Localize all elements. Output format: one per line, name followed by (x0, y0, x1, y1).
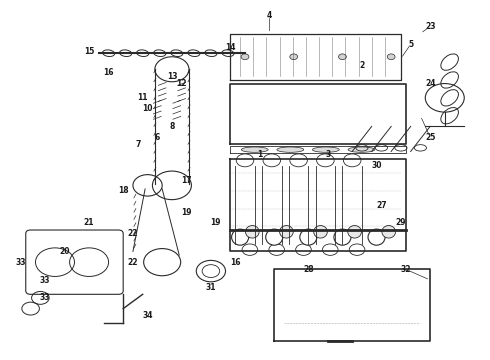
Text: 27: 27 (376, 201, 387, 210)
Text: 33: 33 (16, 258, 26, 267)
Text: 4: 4 (267, 11, 272, 20)
FancyBboxPatch shape (26, 230, 123, 294)
Circle shape (241, 54, 249, 60)
Text: 17: 17 (181, 176, 192, 185)
Ellipse shape (280, 226, 293, 238)
Ellipse shape (120, 50, 132, 57)
Ellipse shape (368, 229, 385, 245)
Text: 34: 34 (142, 311, 153, 320)
Text: 19: 19 (181, 208, 192, 217)
Ellipse shape (102, 50, 115, 57)
Text: 2: 2 (359, 61, 365, 70)
Circle shape (339, 54, 346, 60)
Text: 6: 6 (155, 132, 160, 141)
Text: 1: 1 (257, 150, 262, 159)
Text: 14: 14 (225, 43, 236, 52)
Text: 20: 20 (59, 247, 70, 256)
Text: 8: 8 (169, 122, 174, 131)
Text: 16: 16 (103, 68, 114, 77)
Text: 23: 23 (425, 22, 436, 31)
Text: 13: 13 (167, 72, 177, 81)
Text: 22: 22 (128, 229, 138, 238)
Ellipse shape (242, 147, 268, 152)
Ellipse shape (382, 226, 395, 238)
Ellipse shape (266, 229, 283, 245)
Text: 33: 33 (40, 275, 50, 284)
Text: 32: 32 (400, 265, 411, 274)
Ellipse shape (334, 229, 351, 245)
Text: 31: 31 (206, 283, 216, 292)
Ellipse shape (313, 147, 339, 152)
Ellipse shape (222, 50, 234, 57)
Ellipse shape (348, 226, 362, 238)
Text: 11: 11 (137, 93, 148, 102)
Ellipse shape (154, 50, 166, 57)
Text: 3: 3 (325, 150, 330, 159)
Ellipse shape (314, 226, 327, 238)
Ellipse shape (232, 229, 248, 245)
Text: 18: 18 (118, 186, 128, 195)
Circle shape (387, 54, 395, 60)
Text: 24: 24 (425, 79, 436, 88)
Text: 10: 10 (142, 104, 153, 113)
Ellipse shape (137, 50, 148, 57)
Text: 16: 16 (230, 258, 241, 267)
Text: 7: 7 (135, 140, 141, 149)
Text: 12: 12 (176, 79, 187, 88)
Text: 22: 22 (128, 258, 138, 267)
Ellipse shape (348, 147, 375, 152)
Ellipse shape (245, 226, 259, 238)
Text: 21: 21 (84, 219, 95, 228)
Text: 25: 25 (425, 132, 435, 141)
Ellipse shape (300, 229, 317, 245)
Text: 28: 28 (303, 265, 314, 274)
Text: 19: 19 (211, 219, 221, 228)
Text: 5: 5 (408, 40, 413, 49)
Ellipse shape (205, 50, 217, 57)
Text: 15: 15 (84, 47, 94, 56)
Text: 30: 30 (371, 161, 382, 170)
Text: 29: 29 (395, 219, 406, 228)
Circle shape (290, 54, 297, 60)
Text: 33: 33 (40, 293, 50, 302)
Ellipse shape (188, 50, 200, 57)
Ellipse shape (277, 147, 304, 152)
Ellipse shape (171, 50, 183, 57)
